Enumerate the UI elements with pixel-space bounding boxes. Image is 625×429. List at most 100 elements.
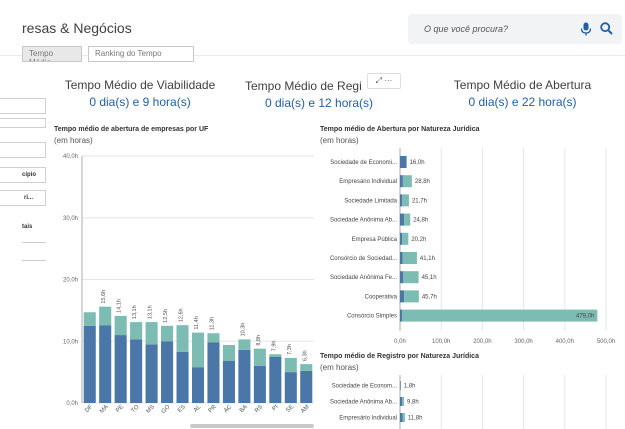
bar-segment-light bbox=[114, 315, 127, 336]
bar-value-label: 1,8h bbox=[404, 384, 416, 390]
bar-segment-light bbox=[404, 213, 411, 226]
kpi-title: Tempo Médio de Viabilidade bbox=[64, 78, 216, 92]
bar-segment-dark bbox=[222, 361, 235, 403]
bar-total-label: 13,1h bbox=[132, 305, 138, 319]
bar-segment-light bbox=[284, 357, 297, 373]
bar-segment-dark bbox=[400, 175, 403, 188]
tab-tempo-medio[interactable]: Tempo Médio bbox=[22, 46, 82, 62]
bar-segment-dark bbox=[400, 381, 401, 390]
bar-value-label: 11,8h bbox=[408, 416, 423, 422]
x-tick-label: MS bbox=[145, 404, 156, 415]
bar-segment-dark bbox=[400, 309, 403, 322]
bar-value-label: 9,8h bbox=[407, 400, 419, 406]
category-label: Empresa Pública bbox=[352, 237, 398, 243]
kpi-value: 0 dia(s) e 12 hora(s) bbox=[265, 96, 374, 110]
bar-segment-light bbox=[402, 232, 409, 245]
kpi-value: 0 dia(s) e 22 hora(s) bbox=[468, 95, 577, 109]
bar-total-label: 6,3h bbox=[302, 350, 308, 361]
bar-segment-dark bbox=[400, 290, 405, 303]
category-label: Sociedade de Econom... bbox=[332, 384, 398, 390]
bar-value-label: 24,8h bbox=[413, 218, 428, 224]
bar-segment-dark bbox=[99, 325, 112, 403]
chart-toolbar: ⤢ ··· bbox=[367, 73, 401, 89]
bar-total-label: 7,9h bbox=[271, 340, 277, 351]
bar-total-label: 8,8h bbox=[256, 335, 262, 346]
bar-segment-light bbox=[130, 322, 143, 340]
bar-segment-dark bbox=[238, 349, 251, 403]
kpi-abertura: Tempo Médio de Abertura 0 dia(s) e 22 ho… bbox=[440, 78, 605, 109]
category-label: Empresário Individual bbox=[339, 179, 397, 185]
search-bar[interactable] bbox=[408, 14, 622, 44]
bar-segment-light bbox=[403, 271, 419, 284]
kpi-value: 0 dia(s) e 9 hora(s) bbox=[89, 95, 191, 109]
category-label: Consórcio de Sociedad... bbox=[330, 256, 397, 262]
bar-total-label: 15,6h bbox=[101, 290, 107, 304]
bar-total-label: 12,5h bbox=[163, 309, 169, 323]
filter-item[interactable]: ri... bbox=[0, 190, 46, 206]
x-tick-label: ES bbox=[177, 404, 187, 414]
y-tick-label: 30,0h bbox=[63, 216, 78, 222]
bar-segment-dark bbox=[400, 252, 403, 264]
expand-icon[interactable]: ⤢ bbox=[375, 76, 383, 85]
filter-sidebar: cípio ri... tais bbox=[0, 94, 48, 284]
x-tick-label: 100,0h bbox=[432, 339, 450, 345]
kpi-registro: Tempo Médio de Regi 0 dia(s) e 12 hora(s… bbox=[245, 79, 380, 110]
bar-segment-dark bbox=[114, 335, 127, 403]
bar-total-label: 10,3h bbox=[240, 323, 246, 337]
category-label: Sociedade de Economi... bbox=[330, 160, 397, 166]
x-tick-label: SE bbox=[285, 404, 295, 414]
category-label: Sociedade Anônima Fe... bbox=[330, 275, 397, 281]
more-icon[interactable]: ··· bbox=[384, 76, 393, 85]
horizontal-scrollbar[interactable] bbox=[190, 424, 314, 428]
bar-segment-dark bbox=[300, 370, 313, 403]
bar-segment-light bbox=[176, 325, 189, 352]
x-tick-label: GO bbox=[161, 404, 172, 415]
x-tick-label: RS bbox=[254, 404, 264, 414]
bar-total-label: 14,1h bbox=[117, 299, 123, 313]
x-tick-label: 300,0h bbox=[514, 339, 532, 345]
x-tick-label: 200,0h bbox=[473, 339, 491, 345]
bar-segment-dark bbox=[400, 413, 403, 422]
bar-segment-light bbox=[253, 348, 266, 366]
filter-item[interactable] bbox=[0, 98, 46, 114]
bar-segment-dark bbox=[145, 344, 158, 403]
search-icon[interactable] bbox=[600, 22, 613, 35]
chart-abertura-nj-subtitle: (em horas) bbox=[320, 136, 359, 145]
bar-value-label: 45,7h bbox=[422, 294, 437, 300]
category-label: Consórcio Simples bbox=[347, 314, 397, 320]
x-tick-label: 0,0h bbox=[394, 339, 406, 345]
bar-segment-dark bbox=[269, 356, 282, 403]
bar-segment-light bbox=[402, 397, 405, 406]
search-input[interactable] bbox=[424, 21, 574, 37]
filter-item[interactable] bbox=[0, 118, 46, 128]
bar-total-label: 13,1h bbox=[148, 305, 154, 319]
bar-segment-light bbox=[99, 306, 112, 326]
chart-uf-subtitle: (em horas) bbox=[54, 136, 93, 145]
bar-segment-dark bbox=[161, 341, 174, 403]
bar-segment-dark bbox=[191, 367, 205, 403]
bar-segment-dark bbox=[400, 271, 404, 284]
category-label: Empresário Individual bbox=[339, 416, 397, 422]
x-tick-label: PE bbox=[115, 404, 125, 414]
bar-value-label: 479,0h bbox=[576, 314, 594, 320]
x-tick-label: TO bbox=[130, 404, 140, 414]
y-tick-label: 0,0h bbox=[66, 401, 78, 407]
bar-segment-light bbox=[402, 252, 417, 264]
filter-municipio[interactable]: cípio bbox=[0, 167, 46, 183]
bar-segment-light bbox=[145, 322, 158, 345]
bar-value-label: 16,0h bbox=[410, 160, 425, 166]
bar-segment-light bbox=[402, 194, 409, 207]
tab-ranking[interactable]: Ranking do Tempo bbox=[88, 46, 194, 62]
app-title: resas & Negócios bbox=[22, 20, 132, 36]
microphone-icon[interactable] bbox=[580, 22, 592, 36]
bar-segment-dark bbox=[83, 325, 96, 403]
filter-item[interactable] bbox=[0, 142, 46, 158]
divider bbox=[22, 260, 46, 261]
bar-value-label: 45,1h bbox=[422, 275, 437, 281]
x-tick-label: 400,0h bbox=[556, 339, 574, 345]
filter-label: tais bbox=[22, 224, 33, 230]
bar-segment-light bbox=[404, 290, 419, 303]
category-label: Sociedade Limitada bbox=[344, 198, 397, 204]
x-tick-label: BA bbox=[239, 404, 249, 414]
bar-segment-light bbox=[269, 354, 282, 357]
